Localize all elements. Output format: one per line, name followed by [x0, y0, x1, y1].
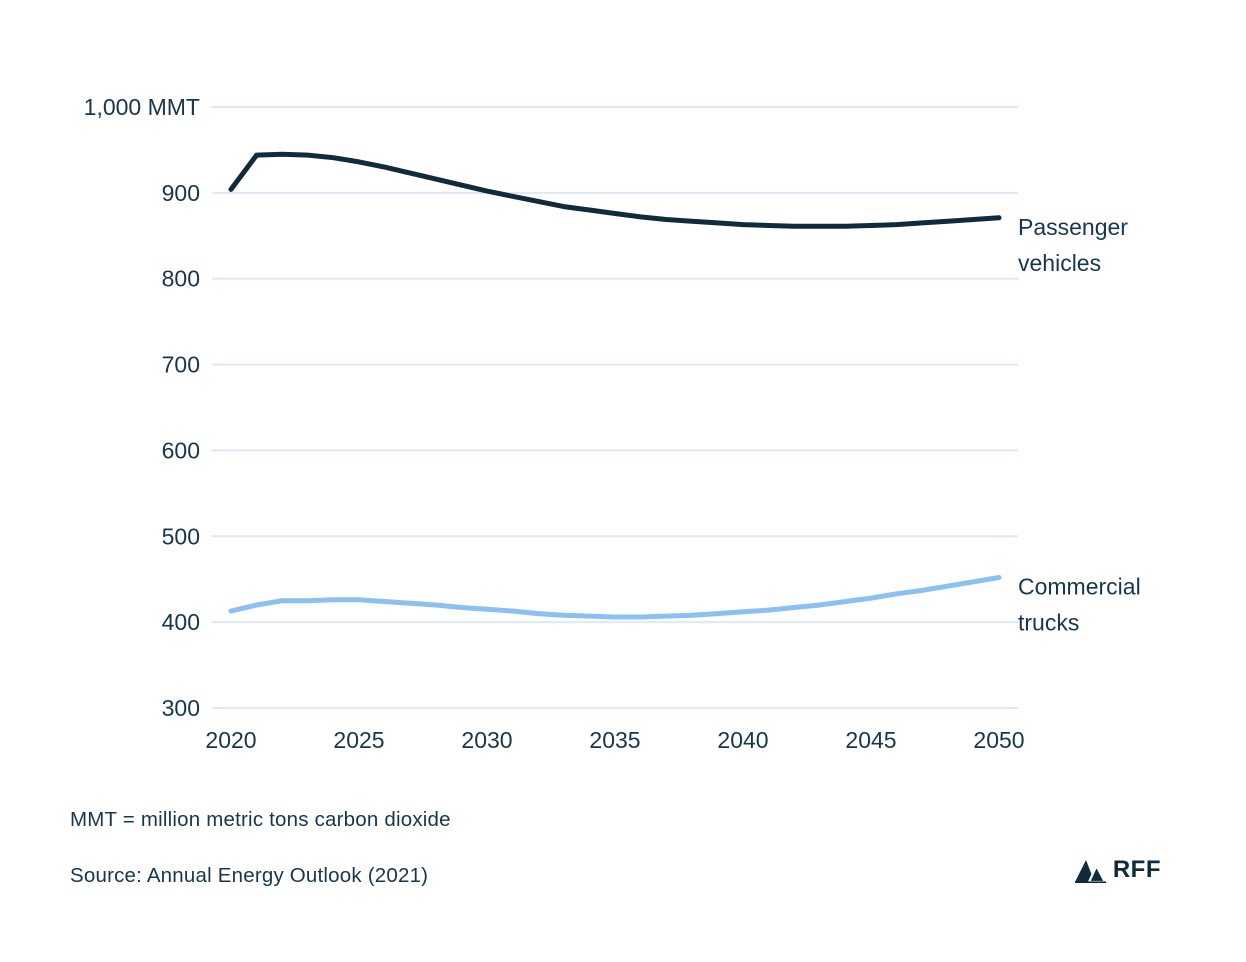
- y-axis-tick-label: 400: [162, 609, 200, 635]
- x-axis-tick-label: 2045: [845, 727, 896, 753]
- y-axis-tick-label: 700: [162, 352, 200, 378]
- x-axis-tick-label: 2020: [205, 727, 256, 753]
- source-text: Source: Annual Energy Outlook (2021): [70, 864, 429, 887]
- x-axis-tick-label: 2040: [717, 727, 768, 753]
- rff-logo: RFF: [1074, 856, 1161, 884]
- x-axis-tick-label: 2035: [589, 727, 640, 753]
- rff-mountains-icon: [1074, 859, 1106, 883]
- y-axis-tick-label: 300: [162, 695, 200, 721]
- y-axis-tick-label: 1,000 MMT: [84, 94, 200, 120]
- x-axis-tick-label: 2050: [973, 727, 1024, 753]
- y-axis-tick-label: 800: [162, 266, 200, 292]
- y-axis-tick-label: 500: [162, 523, 200, 549]
- footnote-text: MMT = million metric tons carbon dioxide: [70, 808, 451, 831]
- x-axis-tick-label: 2030: [461, 727, 512, 753]
- rff-logo-text: RFF: [1112, 856, 1161, 883]
- y-axis-tick-label: 600: [162, 437, 200, 463]
- series-line-commercial-trucks: [228, 575, 1002, 620]
- series-label-passenger-vehicles: Passenger vehicles: [1018, 214, 1128, 276]
- x-axis-tick-label: 2025: [333, 727, 384, 753]
- y-axis-tick-label: 900: [162, 180, 200, 206]
- series-line-passenger-vehicles: [228, 151, 1002, 229]
- series-label-commercial-trucks: Commercial trucks: [1018, 573, 1141, 635]
